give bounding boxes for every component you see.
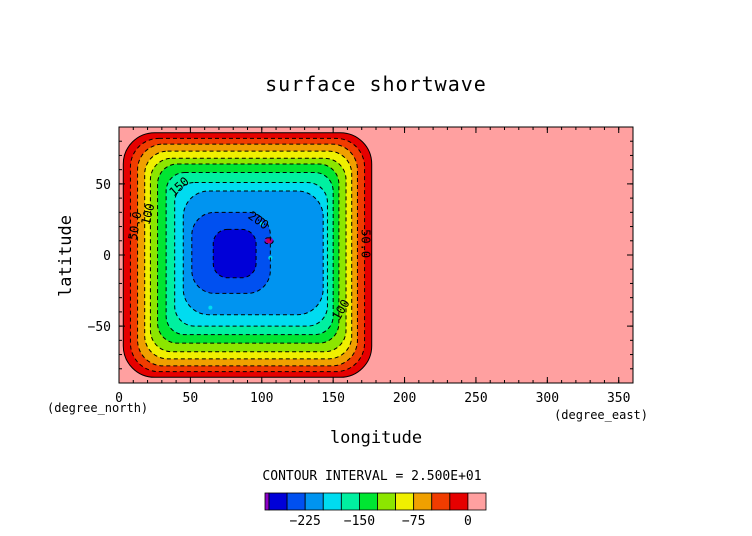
colorbar-swatch bbox=[322, 492, 342, 511]
colorbar-tick-label: −225 bbox=[290, 514, 321, 529]
y-tick-label: −50 bbox=[88, 320, 111, 335]
contour-line bbox=[174, 181, 328, 327]
colorbar-swatch bbox=[377, 492, 396, 511]
y-axis-unit: (degree_north) bbox=[47, 401, 148, 415]
contour-line bbox=[191, 211, 271, 294]
x-tick-label: 200 bbox=[393, 391, 416, 406]
contour-bands bbox=[123, 132, 372, 378]
colorbar-tick-label: −150 bbox=[344, 514, 375, 529]
chart-title: surface shortwave bbox=[265, 72, 487, 96]
x-axis-label: longitude bbox=[330, 428, 422, 448]
plot-area bbox=[119, 127, 633, 383]
colorbar-swatch bbox=[268, 492, 288, 511]
contour-line bbox=[212, 228, 257, 279]
x-tick-label: 250 bbox=[464, 391, 487, 406]
contour-line bbox=[165, 172, 334, 336]
contour-speckle bbox=[208, 305, 213, 310]
y-tick-label: 0 bbox=[103, 249, 111, 264]
contour-line bbox=[182, 190, 324, 316]
colorbar-swatch bbox=[359, 492, 378, 511]
x-tick-label: 350 bbox=[607, 391, 630, 406]
colorbar-swatch bbox=[395, 492, 415, 511]
colorbar-swatch bbox=[340, 492, 360, 511]
x-tick-label: 50 bbox=[183, 391, 199, 406]
x-tick-label: 300 bbox=[536, 391, 559, 406]
x-tick-label: 150 bbox=[321, 391, 344, 406]
contour-line bbox=[137, 143, 358, 367]
colorbar-swatch bbox=[304, 492, 324, 511]
contour-line bbox=[144, 150, 353, 360]
colorbar-swatch bbox=[264, 492, 270, 511]
contour-line bbox=[264, 237, 274, 245]
colorbar-swatch bbox=[286, 492, 306, 511]
colorbar-swatch bbox=[413, 492, 433, 511]
colorbar-tick-label: −75 bbox=[402, 514, 425, 529]
colorbar-swatch bbox=[431, 492, 451, 511]
contour-speckle bbox=[259, 221, 264, 226]
x-axis-unit: (degree_east) bbox=[554, 408, 648, 422]
colorbar-tick-label: 0 bbox=[464, 514, 472, 529]
x-tick-label: 100 bbox=[250, 391, 273, 406]
x-tick-label: 0 bbox=[115, 391, 123, 406]
axes: 0 50 100 150 200 250 300 350 50 0 −50 bbox=[88, 127, 634, 406]
colorbar: −225 −150 −75 0 bbox=[264, 492, 487, 529]
contour-line bbox=[157, 163, 340, 344]
y-tick-label: 50 bbox=[95, 178, 111, 193]
contour-line bbox=[149, 157, 347, 353]
contour-interval-label: CONTOUR INTERVAL = 2.500E+01 bbox=[262, 469, 481, 484]
colorbar-swatch bbox=[449, 492, 469, 511]
colorbar-swatch bbox=[467, 492, 487, 511]
contour-line bbox=[129, 137, 366, 373]
contour-band bbox=[213, 229, 257, 278]
contour-label: 100 bbox=[138, 202, 157, 227]
contour-label: 50.0 bbox=[126, 210, 145, 241]
y-axis-label: latitude bbox=[56, 215, 76, 297]
contour-label: 50.0 bbox=[359, 229, 373, 258]
